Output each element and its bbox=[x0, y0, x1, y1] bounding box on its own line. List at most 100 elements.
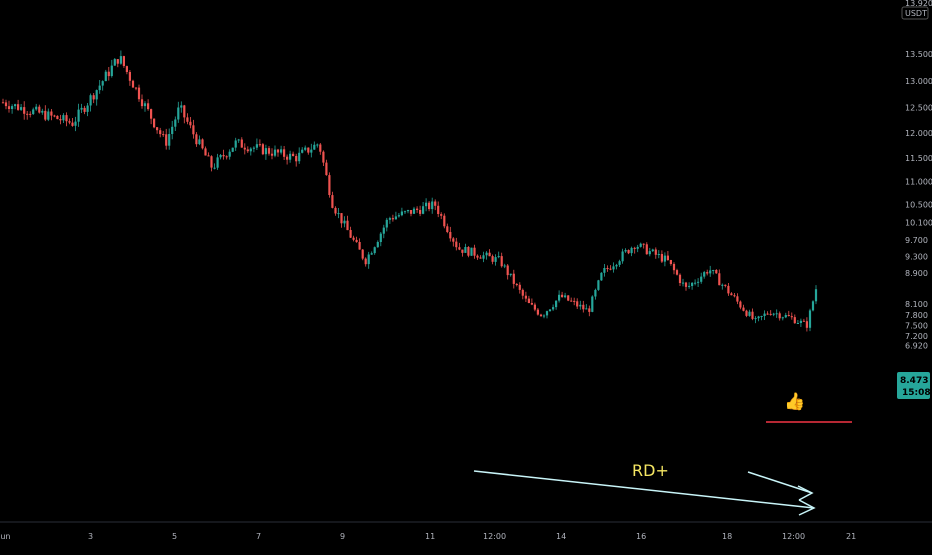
candle-body bbox=[128, 72, 131, 81]
candle-body bbox=[391, 218, 394, 220]
last-price-countdown: 15:08 bbox=[902, 388, 931, 398]
candle-body bbox=[636, 246, 639, 249]
price-tick-label: 11.000 bbox=[905, 178, 932, 187]
candle-body bbox=[428, 202, 431, 210]
candle-body bbox=[555, 300, 558, 308]
candle-body bbox=[733, 295, 736, 297]
candle-body bbox=[50, 111, 53, 116]
candle-body bbox=[273, 149, 277, 156]
candle-body bbox=[11, 106, 14, 109]
candle-body bbox=[678, 274, 682, 283]
candle-body bbox=[684, 282, 688, 287]
candle-body bbox=[473, 247, 476, 256]
time-axis[interactable]: Jun 3 5 7 9 11 12:00 14 16 18 12:00 21 bbox=[0, 521, 932, 541]
divergence-label[interactable]: RD+ bbox=[632, 461, 669, 480]
candle-body bbox=[180, 105, 183, 108]
candle-body bbox=[775, 313, 778, 315]
candle-body bbox=[373, 247, 376, 254]
candle-body bbox=[195, 134, 198, 145]
candle-body bbox=[654, 249, 657, 255]
candle-body bbox=[397, 215, 400, 217]
candle-body bbox=[503, 265, 506, 267]
candle-body bbox=[222, 155, 225, 157]
candle-body bbox=[700, 276, 703, 282]
candle-body bbox=[542, 315, 546, 317]
candle-body bbox=[204, 148, 207, 156]
candle-body bbox=[452, 238, 455, 242]
candle-body bbox=[787, 315, 790, 316]
candle-body bbox=[694, 282, 697, 284]
candle-body bbox=[461, 249, 464, 253]
candle-body bbox=[539, 314, 543, 317]
candle-body bbox=[201, 139, 204, 149]
candle-body bbox=[113, 59, 116, 66]
candle-body bbox=[558, 294, 561, 301]
currency-badge[interactable] bbox=[901, 6, 929, 20]
candle-body bbox=[23, 107, 26, 114]
candle-body bbox=[739, 301, 742, 308]
candle-body bbox=[71, 122, 74, 126]
candle-body bbox=[778, 313, 781, 319]
candle-body bbox=[89, 95, 92, 106]
price-tick-label: 7.800 bbox=[905, 311, 928, 320]
candle-body bbox=[688, 285, 691, 287]
candle-body bbox=[588, 308, 591, 312]
candle-body bbox=[443, 215, 446, 227]
last-price-tag[interactable] bbox=[897, 372, 930, 399]
candle-body bbox=[122, 56, 125, 66]
candle-body bbox=[748, 311, 751, 316]
candle-body bbox=[349, 230, 352, 238]
time-tick-label: 18 bbox=[722, 532, 732, 541]
candle-body bbox=[657, 254, 660, 255]
time-tick-label: 14 bbox=[556, 532, 566, 541]
candle-body bbox=[243, 147, 246, 150]
candle-body bbox=[131, 80, 135, 88]
candle-body bbox=[533, 304, 536, 310]
candle-body bbox=[162, 134, 165, 136]
candle-body bbox=[310, 149, 313, 153]
candle-body bbox=[276, 149, 280, 153]
candle-body bbox=[165, 134, 168, 146]
short-arrow[interactable] bbox=[747, 471, 813, 494]
candle-body bbox=[231, 147, 234, 152]
candle-body bbox=[660, 254, 663, 262]
candle-body bbox=[298, 152, 301, 162]
candle-body bbox=[289, 153, 292, 160]
candle-body bbox=[53, 115, 56, 117]
candle-body bbox=[4, 102, 8, 107]
candle-body bbox=[642, 243, 645, 245]
candle-body bbox=[552, 307, 555, 310]
candle-body bbox=[790, 316, 793, 318]
candle-body bbox=[364, 258, 367, 265]
candle-body bbox=[672, 264, 676, 271]
candle-body bbox=[666, 255, 669, 260]
candle-body bbox=[159, 130, 162, 135]
candle-body bbox=[512, 273, 515, 284]
candle-body bbox=[591, 296, 594, 312]
candle-body bbox=[431, 201, 434, 210]
candle-body bbox=[536, 309, 539, 315]
candle-body bbox=[545, 311, 549, 316]
candle-body bbox=[171, 126, 174, 134]
drawings-layer: RD+ 👍 bbox=[473, 391, 852, 516]
candle-body bbox=[119, 56, 122, 64]
divergence-arrow[interactable] bbox=[473, 470, 815, 509]
candle-body bbox=[814, 289, 818, 302]
candle-body bbox=[494, 257, 497, 262]
candle-body bbox=[216, 157, 219, 168]
candle-body bbox=[467, 247, 470, 256]
candle-body bbox=[618, 261, 621, 265]
candle-body bbox=[527, 298, 530, 303]
candle-body bbox=[83, 107, 86, 112]
thumbs-up-icon[interactable]: 👍 bbox=[784, 391, 805, 412]
candle-body bbox=[751, 311, 754, 319]
candle-body bbox=[98, 85, 101, 91]
candle-body bbox=[446, 226, 449, 232]
last-price-value: 8.473 bbox=[900, 376, 928, 386]
candle-body bbox=[515, 284, 518, 285]
candle-body bbox=[412, 208, 416, 214]
time-tick-label: 12:00 bbox=[483, 532, 506, 541]
